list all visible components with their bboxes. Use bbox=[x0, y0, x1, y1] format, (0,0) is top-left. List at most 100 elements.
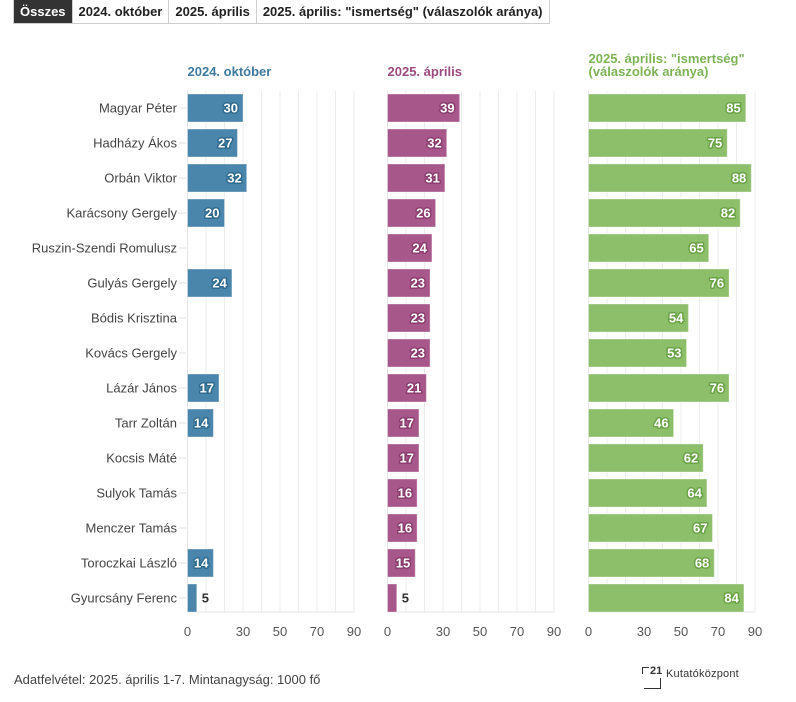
data-label: 26 bbox=[416, 206, 430, 221]
x-tick-label: 30 bbox=[637, 624, 651, 639]
bar bbox=[187, 408, 214, 438]
row-label: Lázár János bbox=[106, 381, 177, 396]
data-label: 32 bbox=[427, 136, 441, 151]
data-label: 76 bbox=[710, 276, 724, 291]
x-tick-label: 50 bbox=[273, 624, 287, 639]
bar bbox=[387, 268, 431, 298]
x-tick-label: 90 bbox=[547, 624, 561, 639]
panel-3: 2025. április: "ismertség"(válaszolók ar… bbox=[585, 51, 762, 639]
x-tick-label: 70 bbox=[711, 624, 725, 639]
data-label: 21 bbox=[407, 381, 421, 396]
tab-all[interactable]: Összes bbox=[14, 0, 72, 23]
data-label: 67 bbox=[693, 521, 707, 536]
bar bbox=[588, 268, 730, 298]
row-label: Gyurcsány Ferenc bbox=[71, 591, 178, 606]
data-label: 88 bbox=[732, 171, 746, 186]
data-label: 82 bbox=[721, 206, 735, 221]
footer-note: Adatfelvétel: 2025. április 1-7. Mintana… bbox=[14, 672, 321, 687]
data-label: 20 bbox=[205, 206, 219, 221]
bar bbox=[187, 268, 233, 298]
data-label: 23 bbox=[411, 276, 425, 291]
data-label: 15 bbox=[396, 556, 410, 571]
view-tabs: Összes 2024. október 2025. április 2025.… bbox=[13, 0, 550, 24]
bar bbox=[588, 373, 730, 403]
bar bbox=[588, 443, 704, 473]
bar bbox=[187, 163, 248, 193]
panel-title: (válaszolók aránya) bbox=[589, 64, 709, 79]
bar bbox=[387, 233, 433, 263]
bar bbox=[588, 93, 747, 123]
bar bbox=[588, 303, 689, 333]
bar bbox=[588, 478, 708, 508]
data-label: 32 bbox=[227, 171, 241, 186]
bar bbox=[387, 408, 420, 438]
row-label: Magyar Péter bbox=[99, 101, 178, 116]
data-label: 17 bbox=[399, 451, 413, 466]
x-tick-label: 90 bbox=[748, 624, 762, 639]
bar bbox=[588, 548, 715, 578]
data-label: 64 bbox=[687, 486, 702, 501]
bar bbox=[187, 373, 220, 403]
panel-title: 2025. április bbox=[388, 64, 462, 79]
row-label: Tarr Zoltán bbox=[115, 416, 177, 431]
panel-title: 2024. október bbox=[188, 64, 272, 79]
bar bbox=[387, 478, 418, 508]
logo-mark-icon: 21 bbox=[642, 665, 663, 689]
x-tick-label: 30 bbox=[436, 624, 450, 639]
row-label: Karácsony Gergely bbox=[66, 206, 177, 221]
logo-text: Kutatóközpont bbox=[666, 668, 739, 680]
bar bbox=[387, 583, 398, 613]
x-tick-label: 0 bbox=[184, 624, 191, 639]
data-label: 75 bbox=[708, 136, 722, 151]
data-label: 24 bbox=[412, 241, 427, 256]
data-label: 16 bbox=[398, 486, 412, 501]
data-label: 46 bbox=[654, 416, 668, 431]
bar bbox=[387, 93, 461, 123]
row-label: Gulyás Gergely bbox=[87, 276, 177, 291]
bar bbox=[187, 128, 238, 158]
bar bbox=[387, 548, 416, 578]
bar bbox=[187, 548, 214, 578]
data-label: 5 bbox=[402, 591, 409, 606]
row-label: Orbán Viktor bbox=[104, 171, 177, 186]
bar bbox=[588, 198, 741, 228]
tab-2024-october[interactable]: 2024. október bbox=[71, 0, 169, 23]
data-label: 27 bbox=[218, 136, 232, 151]
bar bbox=[588, 233, 710, 263]
row-label: Sulyok Tamás bbox=[96, 486, 177, 501]
data-label: 17 bbox=[199, 381, 213, 396]
bar bbox=[387, 513, 418, 543]
bar bbox=[588, 338, 688, 368]
data-label: 5 bbox=[202, 591, 209, 606]
bar bbox=[187, 583, 198, 613]
bar bbox=[387, 303, 431, 333]
x-tick-label: 70 bbox=[310, 624, 324, 639]
panel-title: 2025. április: "ismertség" bbox=[589, 51, 745, 66]
row-label: Bódis Krisztina bbox=[91, 311, 178, 326]
tab-2025-april-awareness[interactable]: 2025. április: "ismertség" (válaszolók a… bbox=[255, 0, 549, 23]
x-tick-label: 90 bbox=[347, 624, 361, 639]
panel-1: 2024. október 0 30 50 70 90 30 27 32 20 24 17 14 14 5 bbox=[184, 64, 361, 639]
data-label: 68 bbox=[695, 556, 709, 571]
data-label: 54 bbox=[669, 311, 684, 326]
x-tick-label: 0 bbox=[384, 624, 391, 639]
bar bbox=[588, 408, 675, 438]
bar bbox=[387, 373, 427, 403]
bar bbox=[187, 93, 244, 123]
data-label: 16 bbox=[398, 521, 412, 536]
bar bbox=[187, 198, 225, 228]
data-label: 14 bbox=[194, 416, 209, 431]
tab-2025-april[interactable]: 2025. április bbox=[168, 0, 256, 23]
row-label: Ruszin-Szendi Romulusz bbox=[32, 241, 177, 256]
x-tick-label: 50 bbox=[473, 624, 487, 639]
panel-2: 2025. április 0 30 50 70 90 39 32 31 26 24 23 23 23 21… bbox=[384, 64, 561, 639]
data-label: 85 bbox=[726, 101, 740, 116]
data-label: 53 bbox=[667, 346, 681, 361]
bar bbox=[387, 163, 446, 193]
data-label: 62 bbox=[684, 451, 698, 466]
bar bbox=[588, 513, 713, 543]
logo-number: 21 bbox=[650, 665, 663, 677]
data-label: 65 bbox=[689, 241, 703, 256]
bar bbox=[588, 583, 745, 613]
row-label: Kovács Gergely bbox=[85, 346, 177, 361]
